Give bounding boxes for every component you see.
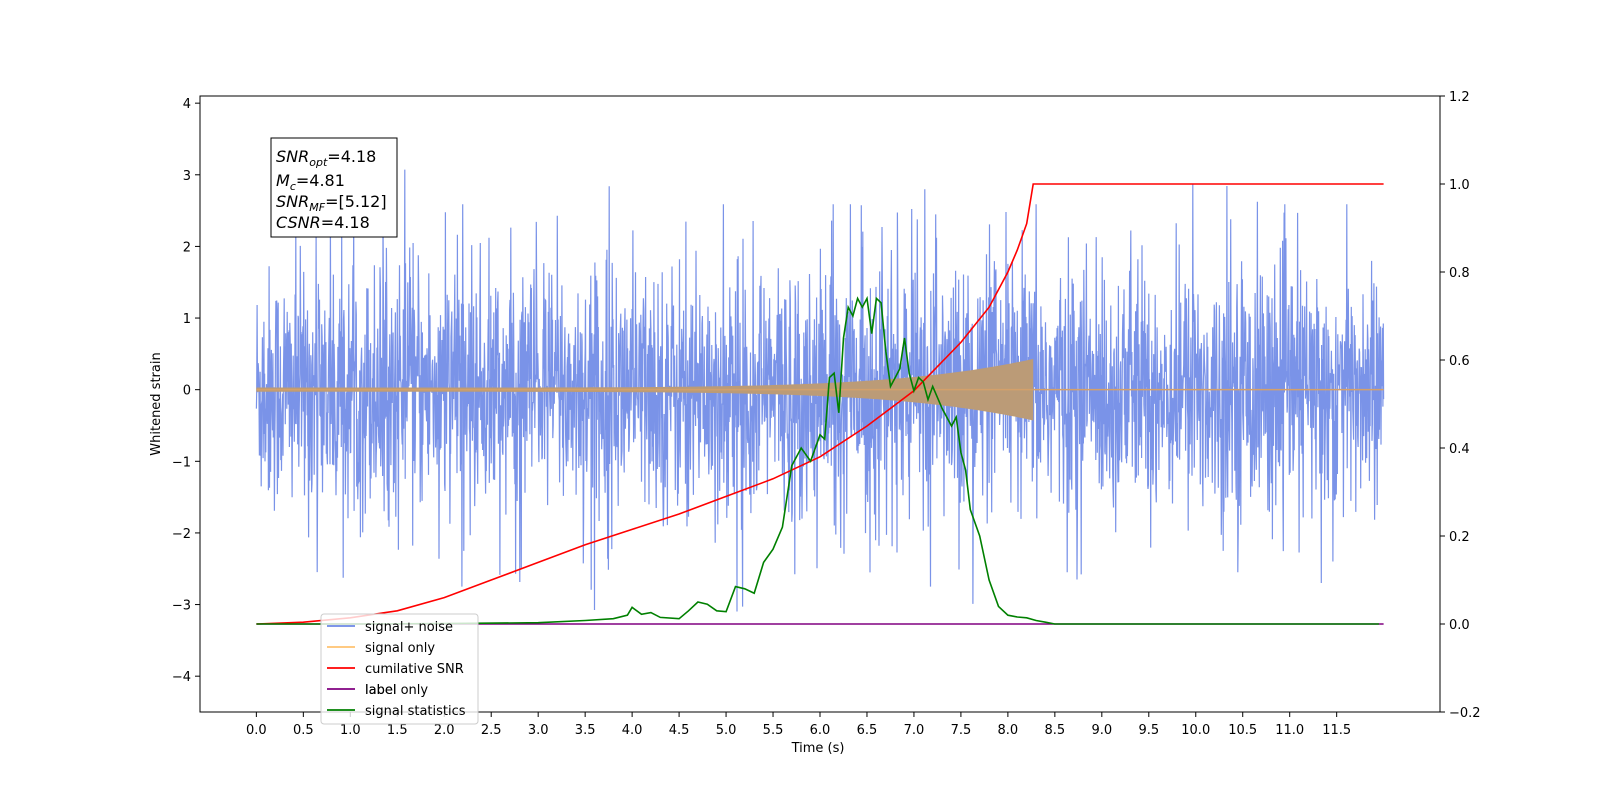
y-left-tick-label: 3 xyxy=(183,169,191,184)
x-tick-label: 0.5 xyxy=(293,723,314,738)
x-tick-label: 2.0 xyxy=(434,723,455,738)
x-tick-label: 5.5 xyxy=(763,723,784,738)
x-tick-label: 3.0 xyxy=(528,723,549,738)
x-tick-label: 0.0 xyxy=(246,723,267,738)
y-left-tick-label: −4 xyxy=(172,670,191,685)
noise-series xyxy=(255,169,1385,612)
plot-area xyxy=(199,95,1441,713)
legend-label: signal statistics xyxy=(365,704,466,719)
x-tick-label: 10.0 xyxy=(1181,723,1210,738)
snr-annotation-box: SNRopt=4.18 Mc=4.81 SNRMF=[5.12] CSNR=4.… xyxy=(270,137,398,238)
y-right-tick-label: 0.4 xyxy=(1449,442,1470,457)
y-right-tick-label: 0.2 xyxy=(1449,530,1470,545)
y-left-tick-label: 4 xyxy=(183,97,191,112)
legend-frame xyxy=(320,613,479,725)
annotation-frame xyxy=(270,137,398,238)
y-left-tick-label: −1 xyxy=(172,455,191,470)
annotation-snr-opt-value: 4.18 xyxy=(341,147,377,166)
y-axis-left: 4 3 2 1 0 −1 −2 −3 −4 xyxy=(172,97,200,685)
y-right-tick-label: 0.6 xyxy=(1449,354,1470,369)
y-left-tick-label: 1 xyxy=(183,312,191,327)
x-tick-label: 7.0 xyxy=(904,723,925,738)
x-tick-label: 1.0 xyxy=(340,723,361,738)
cumulative-snr-line xyxy=(256,183,1384,625)
x-tick-label: 2.5 xyxy=(481,723,502,738)
x-axis: 0.0 0.5 1.0 1.5 2.0 2.5 3.0 3.5 4.0 4.5 5.0 5.5 6.0 6… xyxy=(246,712,1351,738)
x-tick-label: 8.5 xyxy=(1045,723,1066,738)
x-tick-label: 1.5 xyxy=(387,723,408,738)
legend: signal+ noise signal only cumilative SNR la… xyxy=(320,613,479,725)
x-tick-label: 11.0 xyxy=(1275,723,1304,738)
annotation-snr-opt: SNRopt=4.18 xyxy=(276,147,376,169)
legend-label: signal+ noise xyxy=(365,620,453,635)
x-tick-label: 9.5 xyxy=(1138,723,1159,738)
x-tick-label: 3.5 xyxy=(575,723,596,738)
y-left-tick-label: −2 xyxy=(172,527,191,542)
y-right-tick-label: 1.2 xyxy=(1449,90,1470,105)
x-tick-label: 6.0 xyxy=(810,723,831,738)
y-right-tick-label: −0.2 xyxy=(1449,706,1481,721)
annotation-csnr-value: 4.18 xyxy=(334,213,370,232)
annotation-mc: Mc=4.81 xyxy=(276,171,345,193)
legend-label: signal only xyxy=(365,641,435,656)
x-tick-label: 6.5 xyxy=(857,723,878,738)
chirp-series xyxy=(256,358,1384,421)
x-tick-label: 9.0 xyxy=(1091,723,1112,738)
x-tick-label: 11.5 xyxy=(1322,723,1351,738)
x-tick-label: 4.5 xyxy=(669,723,690,738)
annotation-csnr: CSNR=4.18 xyxy=(276,213,370,232)
signal-noise-line xyxy=(255,169,1385,612)
signal-statistics-line xyxy=(256,295,1379,625)
x-tick-label: 5.0 xyxy=(716,723,737,738)
x-tick-label: 10.5 xyxy=(1228,723,1257,738)
y-axis-right: 1.2 1.0 0.8 0.6 0.4 0.2 0.0 −0.2 xyxy=(1440,90,1481,721)
y-left-tick-label: −3 xyxy=(172,599,191,614)
y-left-tick-label: 2 xyxy=(183,240,191,255)
y-right-tick-label: 1.0 xyxy=(1449,178,1470,193)
legend-label: label only xyxy=(365,683,428,698)
legend-label: label xyxy=(365,683,396,698)
x-tick-label: 8.0 xyxy=(998,723,1019,738)
y-right-tick-label: 0.0 xyxy=(1449,618,1470,633)
y-left-tick-label: 0 xyxy=(183,384,191,399)
legend-label: cumilative SNR xyxy=(365,662,464,677)
x-tick-label: 7.5 xyxy=(951,723,972,738)
x-tick-label: 4.0 xyxy=(622,723,643,738)
y-right-tick-label: 0.8 xyxy=(1449,266,1470,281)
annotation-mc-value: 4.81 xyxy=(309,171,345,190)
annotation-snr-mf-value: [5.12] xyxy=(338,192,386,211)
y-axis-title: Whitened strain xyxy=(149,352,164,455)
x-axis-title: Time (s) xyxy=(791,741,845,756)
annotation-snr-mf: SNRMF=[5.12] xyxy=(276,192,387,214)
